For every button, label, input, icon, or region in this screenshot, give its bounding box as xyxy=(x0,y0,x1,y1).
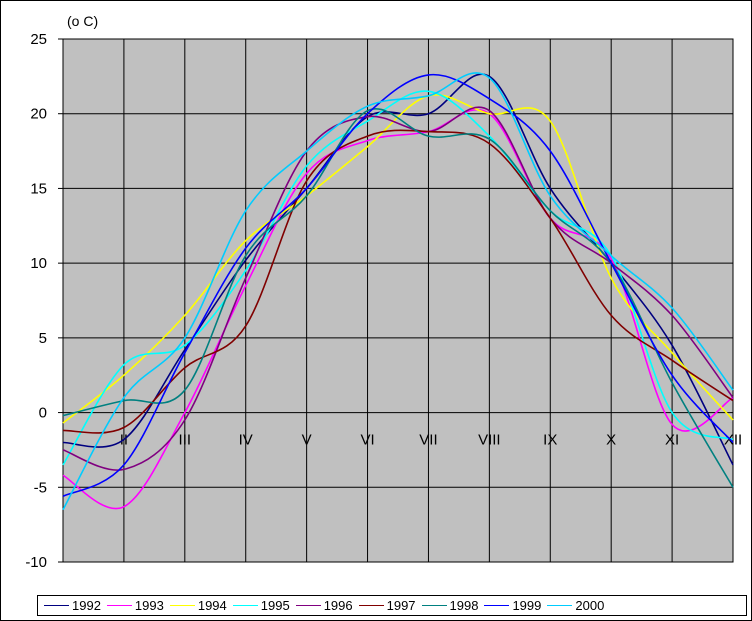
series-lines xyxy=(62,72,734,511)
legend-label: 1998 xyxy=(449,598,479,613)
y-tick-label: 5 xyxy=(39,330,47,347)
x-tick-label: XII xyxy=(724,432,742,449)
legend-swatch xyxy=(44,605,69,606)
y-tick-label: 10 xyxy=(30,255,47,272)
series-line-1992 xyxy=(62,73,734,466)
legend-label: 1993 xyxy=(134,598,164,613)
legend-item-1998: 1998 xyxy=(421,598,479,613)
legend-swatch xyxy=(169,605,195,606)
series-line-2000 xyxy=(62,72,734,511)
y-axis-ticks: -10 -5 0 5 10 15 20 25 xyxy=(25,31,47,571)
legend-swatch xyxy=(484,605,510,606)
gridlines xyxy=(58,38,733,563)
y-tick-label: 15 xyxy=(30,180,47,197)
legend-label: 1999 xyxy=(512,598,542,613)
legend: 1992 1993 1994 1995 1996 1997 1998 1999 2000 xyxy=(37,595,747,616)
legend-item-2000: 2000 xyxy=(547,598,604,613)
legend-swatch xyxy=(295,605,321,606)
x-tick-label: VI xyxy=(360,432,374,449)
series-line-1999 xyxy=(62,73,734,498)
legend-item-1992: 1992 xyxy=(44,598,101,613)
series-line-1996 xyxy=(62,106,734,471)
legend-item-1995: 1995 xyxy=(232,598,290,613)
plot-area xyxy=(62,38,734,563)
legend-label: 1994 xyxy=(197,598,227,613)
x-tick-label: IV xyxy=(239,432,253,449)
y-tick-label: -5 xyxy=(34,479,47,496)
legend-swatch xyxy=(358,605,384,606)
y-tick-label: -10 xyxy=(25,554,47,571)
legend-swatch xyxy=(547,605,573,606)
legend-item-1993: 1993 xyxy=(106,598,164,613)
y-tick-label: 20 xyxy=(30,106,47,123)
series-line-1997 xyxy=(62,129,734,434)
legend-item-1997: 1997 xyxy=(358,598,416,613)
x-tick-label: XI xyxy=(665,432,679,449)
x-tick-label: V xyxy=(302,432,312,449)
legend-item-1996: 1996 xyxy=(295,598,353,613)
series-line-1994 xyxy=(62,94,734,424)
legend-swatch xyxy=(106,605,132,606)
y-tick-label: 25 xyxy=(30,31,47,48)
legend-label: 1997 xyxy=(386,598,416,613)
x-tick-label: III xyxy=(179,432,192,449)
legend-label: 2000 xyxy=(575,598,605,613)
x-tick-label: X xyxy=(606,432,616,449)
legend-swatch xyxy=(232,605,258,606)
legend-label: 1996 xyxy=(323,598,353,613)
legend-item-1994: 1994 xyxy=(169,598,227,613)
x-tick-label: VIII xyxy=(478,432,501,449)
legend-label: 1992 xyxy=(72,598,101,613)
series-line-1998 xyxy=(62,108,734,488)
legend-swatch xyxy=(421,605,447,606)
x-tick-label: VII xyxy=(419,432,437,449)
y-tick-label: 0 xyxy=(39,405,47,422)
legend-label: 1995 xyxy=(260,598,290,613)
series-line-1993 xyxy=(62,108,734,510)
legend-item-1999: 1999 xyxy=(484,598,541,613)
y-axis-unit-label: (o C) xyxy=(67,13,98,29)
x-tick-label: IX xyxy=(543,432,557,449)
